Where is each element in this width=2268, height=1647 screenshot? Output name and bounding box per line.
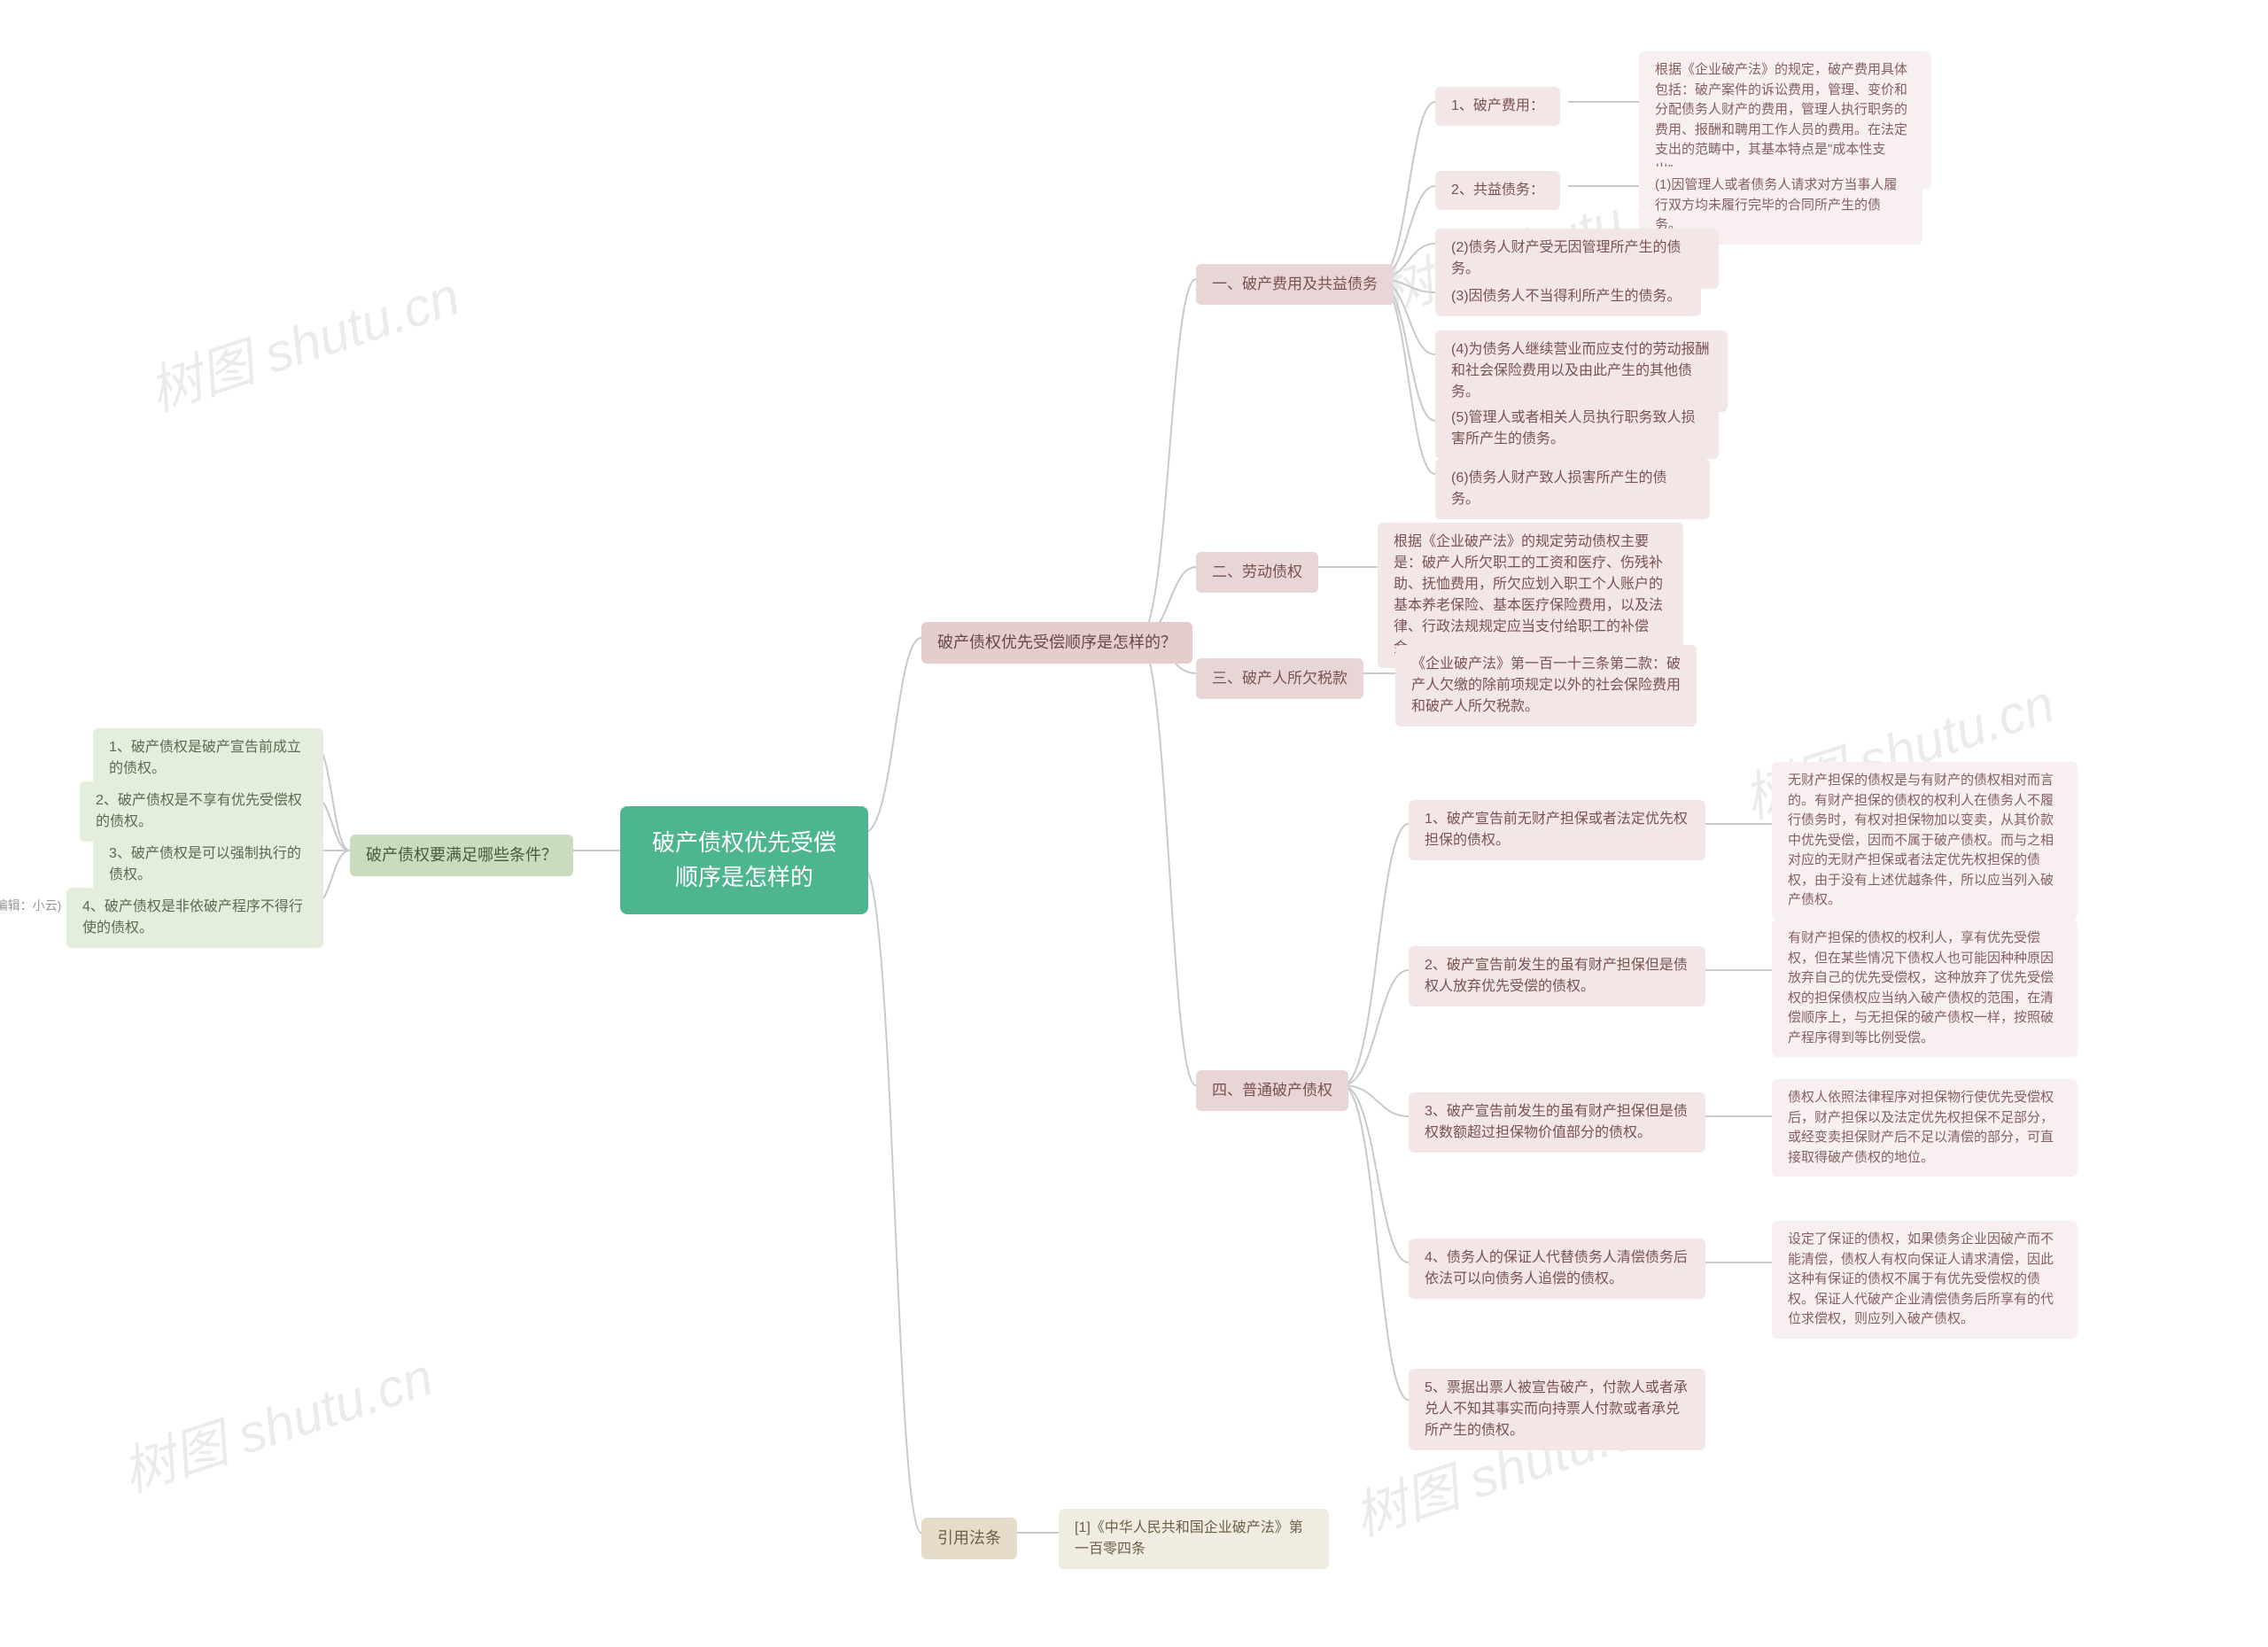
section1-item4: (3)因债务人不当得利所产生的债务。 [1435, 277, 1701, 316]
section1-item6: (5)管理人或者相关人员执行职务致人损害所产生的债务。 [1435, 399, 1719, 459]
section4-item3-detail: 债权人依照法律程序对担保物行使优先受偿权后，财产担保以及法定优先权担保不足部分，… [1772, 1079, 2078, 1177]
section4-item2-detail: 有财产担保的债权的权利人，享有优先受偿权，但在某些情况下债权人也可能因种种原因放… [1772, 920, 2078, 1057]
section3-title: 三、破产人所欠税款 [1196, 658, 1363, 699]
section1-item2: 2、共益债务： [1435, 171, 1560, 210]
section3-detail: 《企业破产法》第一百一十三条第二款：破产人欠缴的除前项规定以外的社会保险费用和破… [1395, 645, 1697, 726]
section4-item4-detail: 设定了保证的债权，如果债务企业因破产而不能清偿，债权人有权向保证人请求清偿，因此… [1772, 1221, 2078, 1339]
left-heading: 破产债权要满足哪些条件？ [350, 835, 573, 876]
section4-title: 四、普通破产债权 [1196, 1070, 1348, 1111]
section4-item5: 5、票据出票人被宣告破产，付款人或者承兑人不知其事实而向持票人付款或者承兑所产生… [1409, 1369, 1705, 1450]
ref-text: [1]《中华人民共和国企业破产法》第一百零四条 [1059, 1509, 1329, 1569]
section1-item1: 1、破产费用： [1435, 87, 1560, 126]
right-question: 破产债权优先受偿顺序是怎样的？ [921, 622, 1192, 664]
section4-item1: 1、破产宣告前无财产担保或者法定优先权担保的债权。 [1409, 800, 1705, 860]
section2-title: 二、劳动债权 [1196, 552, 1318, 593]
left-item: 2、破产债权是不享有优先受偿权的债权。 [80, 781, 323, 842]
ref-heading: 引用法条 [921, 1518, 1017, 1559]
editor-note: (责任编辑：小云) [0, 897, 61, 914]
section4-item3: 3、破产宣告前发生的虽有财产担保但是债权数额超过担保物价值部分的债权。 [1409, 1092, 1705, 1153]
left-item: 4、破产债权是非依破产程序不得行使的债权。 [66, 888, 323, 948]
left-item: 3、破产债权是可以强制执行的债权。 [93, 835, 323, 895]
root-node: 破产债权优先受偿顺序是怎样的 [620, 806, 868, 914]
section1-title: 一、破产费用及共益债务 [1196, 264, 1394, 305]
section4-item1-detail: 无财产担保的债权是与有财产的债权相对而言的。有财产担保的债权的权利人在债务人不履… [1772, 762, 2078, 920]
section1-item7: (6)债务人财产致人损害所产生的债务。 [1435, 459, 1710, 519]
left-item: 1、破产债权是破产宣告前成立的债权。 [93, 728, 323, 789]
section4-item2: 2、破产宣告前发生的虽有财产担保但是债权人放弃优先受偿的债权。 [1409, 946, 1705, 1006]
section4-item4: 4、债务人的保证人代替债务人清偿债务后依法可以向债务人追偿的债权。 [1409, 1239, 1705, 1299]
